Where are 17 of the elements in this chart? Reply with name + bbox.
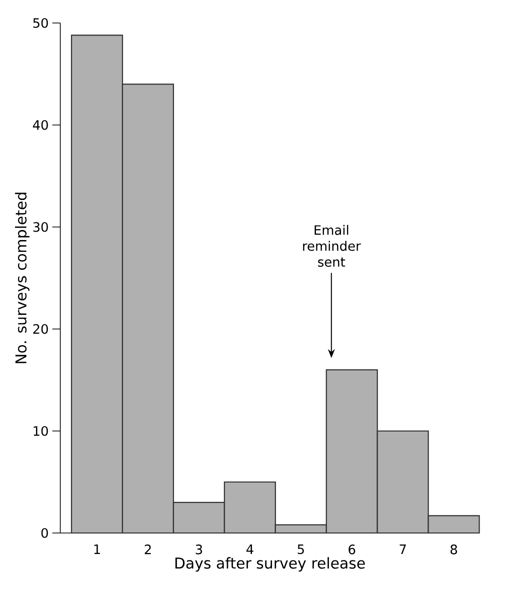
x-tick-label: 3: [196, 544, 202, 554]
y-tick-label: 40: [32, 120, 48, 130]
x-tick-label: 8: [450, 544, 458, 554]
x-axis-title: Days after survey release: [175, 557, 365, 572]
y-tick-label: 0: [41, 528, 48, 538]
y-tick-label: 10: [34, 426, 48, 436]
y-tick-label: 20: [33, 324, 48, 334]
x-tick-label: 6: [348, 544, 356, 554]
annotation: Email reminder sent: [303, 224, 361, 267]
x-tick-label: 1: [94, 544, 100, 554]
x-tick-label: 2: [144, 544, 151, 554]
y-tick-label: 50: [33, 18, 48, 28]
x-tick-label: 5: [298, 544, 304, 554]
y-axis-title: No. surveys completed: [15, 192, 30, 364]
x-tick-label: 7: [400, 544, 406, 554]
x-tick-label: 4: [246, 544, 254, 554]
y-tick-label: 30: [33, 222, 48, 232]
